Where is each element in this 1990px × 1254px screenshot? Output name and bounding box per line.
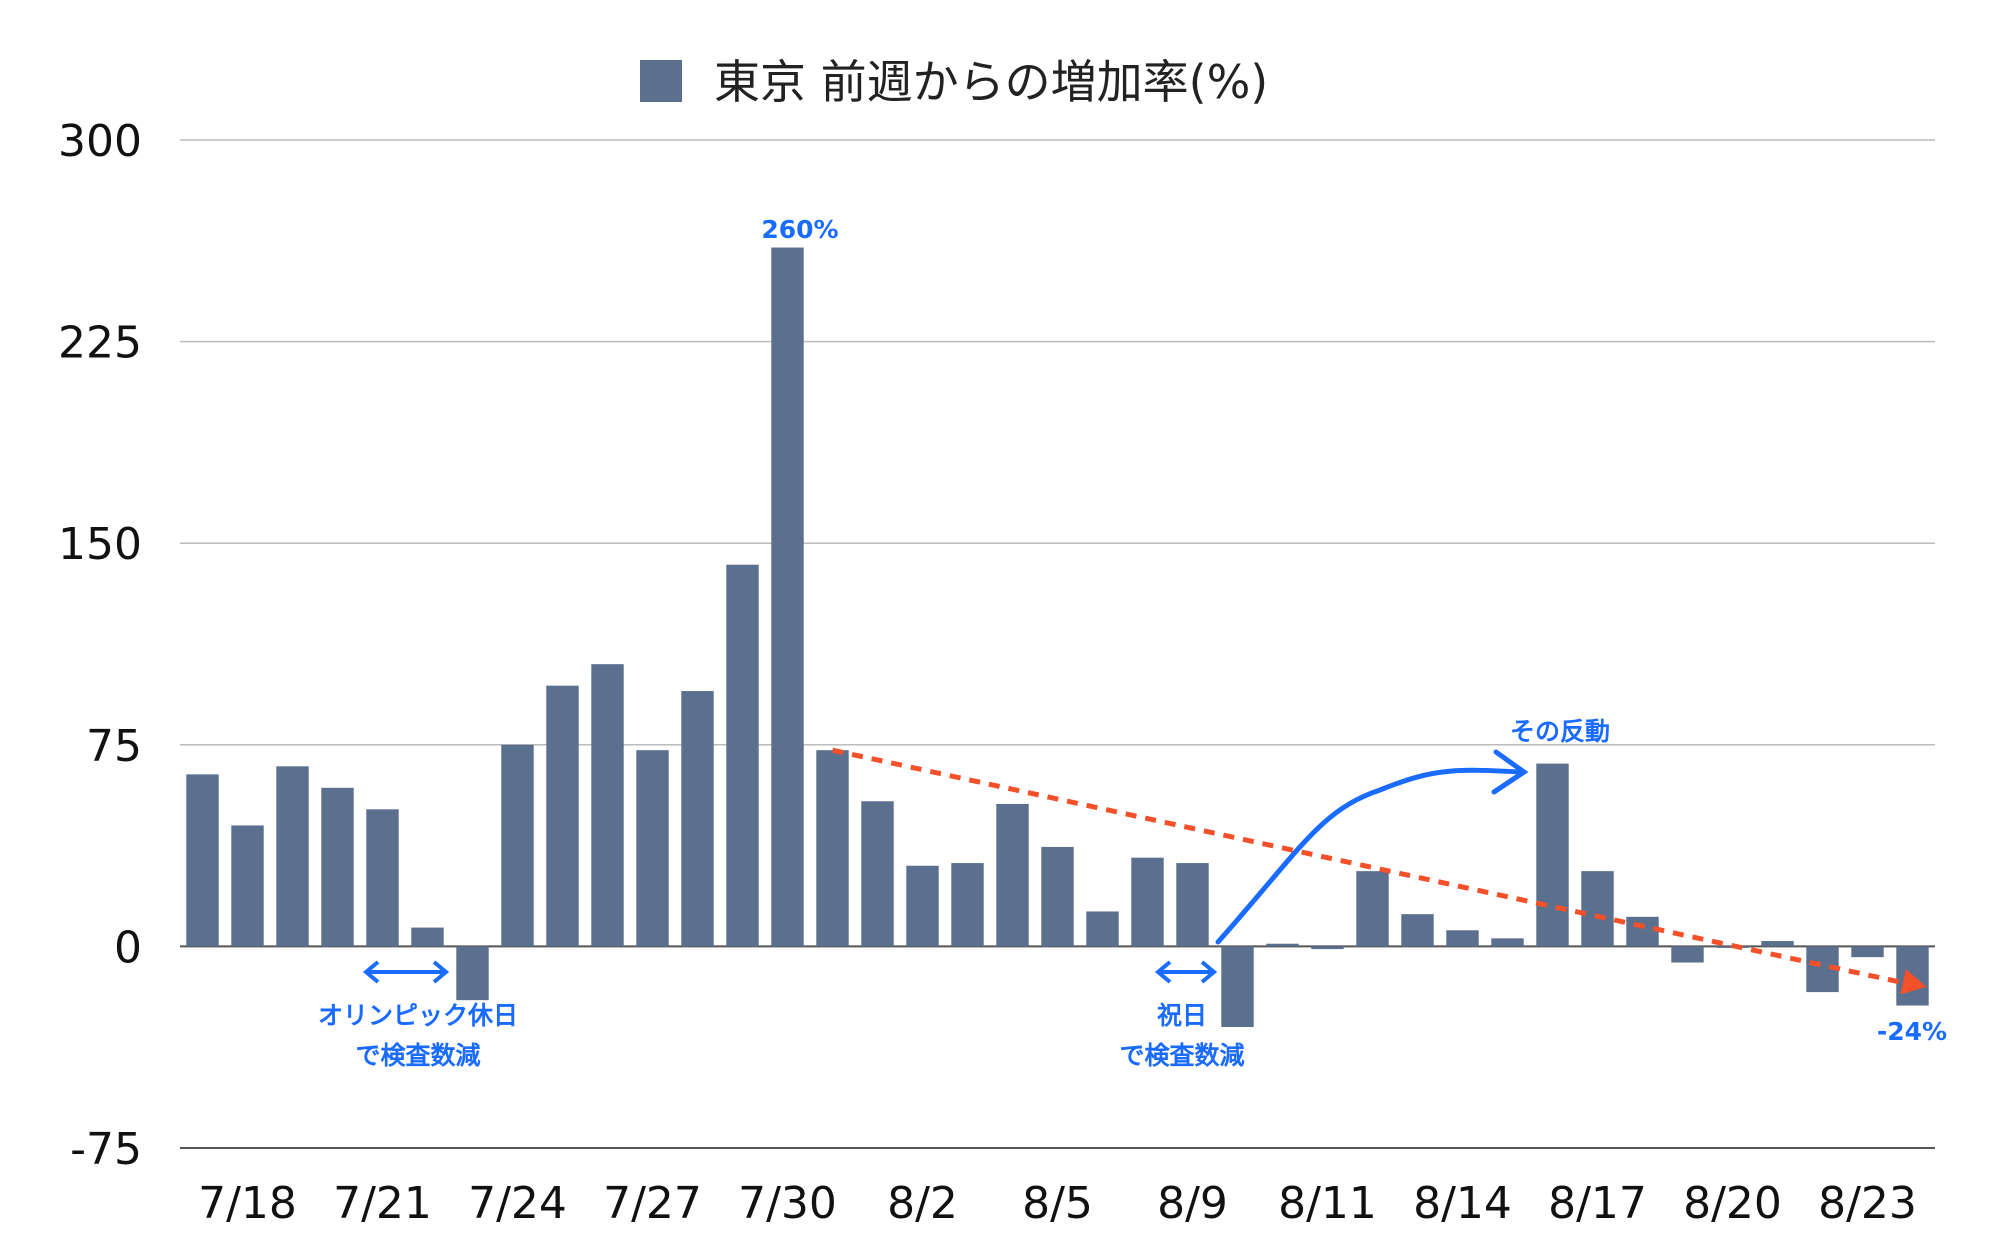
bar [861, 801, 894, 947]
end-label: -24% [1877, 1017, 1947, 1046]
olympic-holiday-sublabel: で検査数減 [355, 1041, 480, 1070]
bar [1581, 871, 1614, 947]
bar [1131, 857, 1164, 947]
x-tick-label: 8/20 [1683, 1178, 1782, 1229]
bar [1761, 941, 1794, 947]
legend-swatch [640, 60, 682, 102]
olympic-holiday-arrow [362, 960, 450, 984]
public-holiday-arrow [1154, 960, 1218, 984]
bar [1221, 946, 1254, 1028]
x-tick-label: 8/17 [1548, 1178, 1647, 1229]
trend-arrowhead [1900, 968, 1927, 995]
bar [186, 774, 219, 947]
bar [231, 825, 264, 947]
bar [726, 564, 759, 947]
bar [276, 766, 309, 947]
x-tick-label: 7/24 [468, 1178, 567, 1229]
public-holiday-label: 祝日 [1157, 1001, 1207, 1030]
bar [1401, 914, 1434, 947]
trend-line [831, 747, 1927, 995]
bar [501, 744, 534, 947]
x-tick-label: 8/9 [1157, 1178, 1228, 1229]
y-tick-label: 150 [58, 519, 142, 570]
x-tick-label: 8/14 [1413, 1178, 1512, 1229]
x-axis-ticks: 7/18 7/21 7/24 7/27 7/30 8/2 8/5 8/9 8/11 8/14 8/1… [198, 1178, 1917, 1229]
bar [681, 691, 714, 947]
bar [951, 863, 984, 947]
bar [411, 927, 444, 947]
bar [996, 803, 1029, 947]
bar [1041, 846, 1074, 947]
bar [321, 787, 354, 947]
bar [1626, 916, 1659, 947]
bar [456, 946, 489, 1001]
y-tick-label: 300 [58, 116, 142, 167]
bar [1356, 871, 1389, 947]
bar [1176, 863, 1209, 947]
x-tick-label: 7/30 [738, 1178, 837, 1229]
bar [1671, 946, 1704, 963]
bar [771, 247, 804, 947]
bars [186, 247, 1929, 1028]
trend-dashed-line [831, 747, 1914, 988]
rebound-label: その反動 [1510, 717, 1610, 746]
bar [906, 865, 939, 947]
public-holiday-sublabel: で検査数減 [1119, 1041, 1244, 1070]
bar [366, 809, 399, 947]
x-tick-label: 8/11 [1278, 1178, 1377, 1229]
olympic-holiday-label: オリンピック休日 [318, 1001, 518, 1030]
peak-label: 260% [761, 215, 838, 244]
bar [1536, 763, 1569, 947]
x-tick-label: 7/27 [603, 1178, 702, 1229]
bar [636, 750, 669, 947]
bar [1311, 946, 1344, 950]
x-tick-label: 7/21 [333, 1178, 432, 1229]
y-tick-label: 75 [86, 721, 142, 772]
x-tick-label: 8/23 [1818, 1178, 1917, 1229]
x-tick-label: 8/5 [1022, 1178, 1093, 1229]
x-tick-label: 8/2 [887, 1178, 958, 1229]
bar [546, 685, 579, 947]
bar [1086, 911, 1119, 947]
legend-label: 東京 前週からの増加率(%) [714, 55, 1268, 109]
bar [591, 664, 624, 947]
bar [816, 750, 849, 947]
bar [1851, 946, 1884, 958]
y-tick-label: 225 [58, 318, 142, 369]
x-tick-label: 7/18 [198, 1178, 297, 1229]
bar [1266, 943, 1299, 947]
gridlines [180, 139, 1935, 1149]
bar [1491, 938, 1524, 947]
bar [1446, 930, 1479, 947]
y-axis-ticks: 300 225 150 75 0 -75 [58, 116, 142, 1175]
y-tick-label: 0 [114, 922, 142, 973]
y-tick-label: -75 [70, 1124, 142, 1175]
rebound-arrow [1215, 749, 1529, 945]
